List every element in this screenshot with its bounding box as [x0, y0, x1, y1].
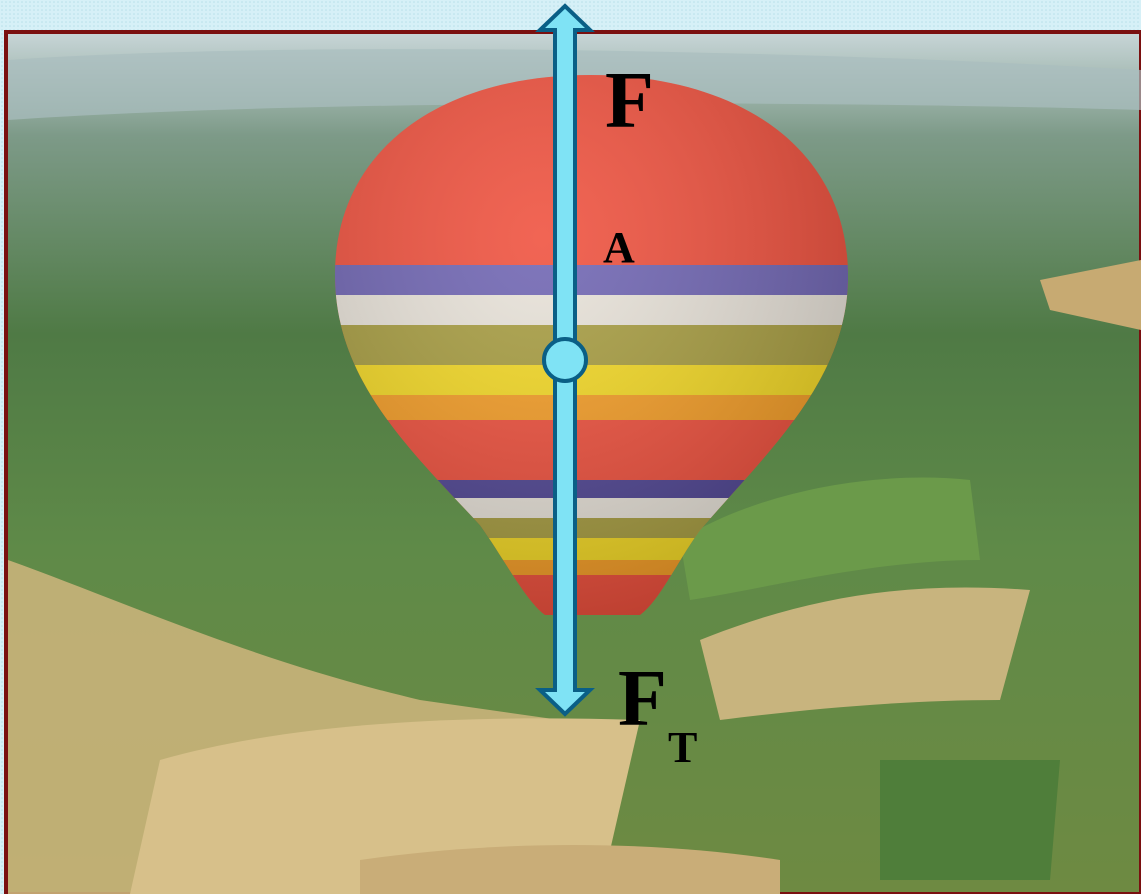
page: {"forces": [{"symbol": "F", "subscript":…	[0, 0, 1141, 894]
force-subscript: A	[603, 223, 635, 272]
force-symbol: F	[605, 57, 654, 145]
force-subscript: T	[668, 723, 697, 772]
center-point	[544, 339, 586, 381]
force-symbol: F	[618, 655, 667, 743]
slide: F A F T	[0, 0, 1141, 894]
